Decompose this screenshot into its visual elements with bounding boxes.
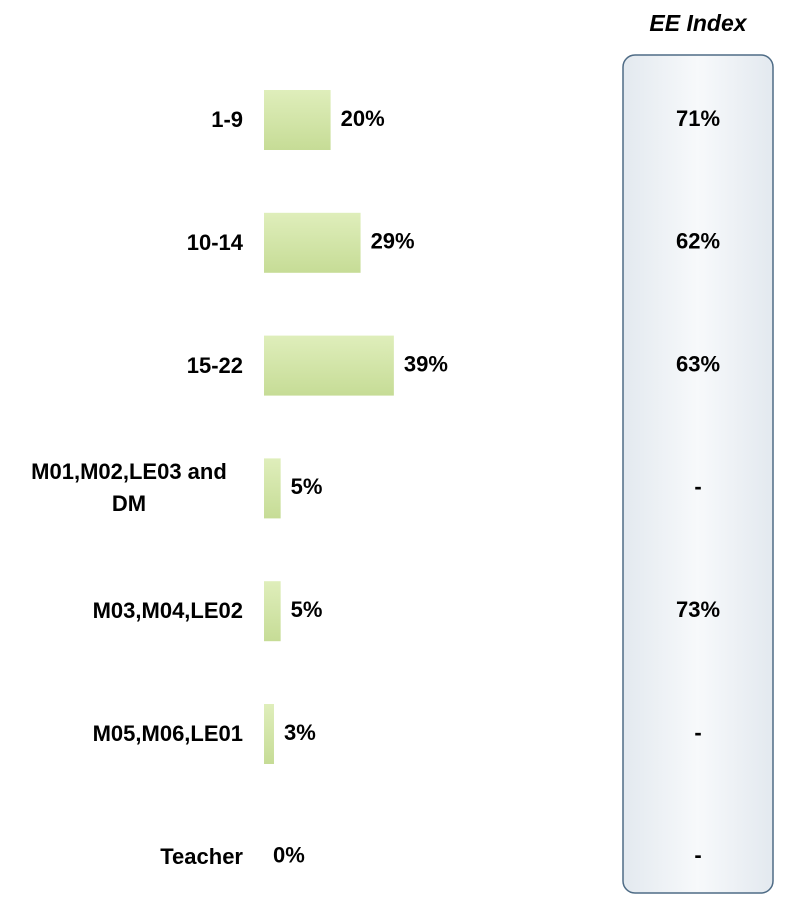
category-label-box: Teacher <box>160 841 243 873</box>
category-label-box: M05,M06,LE01 <box>93 718 243 750</box>
category-label-box: 15-22 <box>187 350 243 382</box>
ee-index-value: 73% <box>676 597 720 622</box>
category-label-box: 10-14 <box>187 227 243 259</box>
category-label: Teacher <box>160 843 243 869</box>
value-label: 5% <box>291 597 323 622</box>
category-label: M05,M06,LE01 <box>92 721 243 746</box>
ee-index-value: 63% <box>676 351 720 376</box>
category-label-box: M01,M02,LE03 and DM <box>15 456 243 520</box>
value-label: 5% <box>291 474 323 499</box>
ee-title: EE Index <box>649 10 747 36</box>
ee-index-value: - <box>694 843 701 868</box>
category-label: 15-22 <box>186 352 243 378</box>
bar <box>264 90 331 150</box>
value-label: 29% <box>371 229 415 254</box>
category-label: 1-9 <box>211 107 243 132</box>
category-label: M03,M04,LE02 <box>92 598 243 624</box>
value-label: 0% <box>273 843 305 868</box>
category-label-box: 1-9 <box>211 104 243 136</box>
bar <box>264 704 274 764</box>
category-label: 10-14 <box>186 229 243 255</box>
bar <box>264 335 394 396</box>
value-label: 39% <box>404 351 448 376</box>
value-label: 20% <box>341 106 385 131</box>
ee-index-value: 71% <box>676 106 720 131</box>
ee-index-value: - <box>694 474 701 499</box>
category-label-box: M03,M04,LE02 <box>93 595 243 627</box>
ee-index-value: 62% <box>676 229 720 254</box>
bar <box>264 581 281 642</box>
ee-panel <box>622 54 774 894</box>
bar <box>264 458 281 519</box>
ee-index-value: - <box>694 720 701 745</box>
value-label: 3% <box>284 720 316 745</box>
bar <box>264 212 361 273</box>
category-label: M01,M02,LE03 and DM <box>31 459 227 517</box>
